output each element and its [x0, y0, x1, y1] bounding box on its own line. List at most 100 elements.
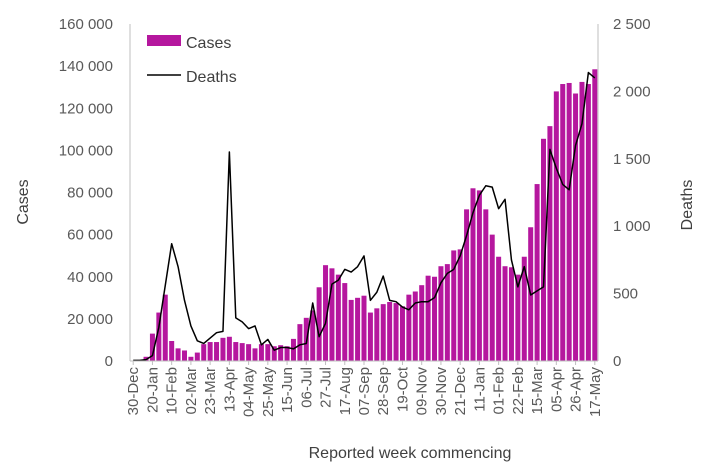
cases-bar — [541, 138, 547, 361]
cases-bar — [367, 312, 373, 361]
cases-bar — [284, 346, 290, 361]
y-left-tick-label: 80 000 — [67, 185, 113, 202]
cases-bar — [290, 338, 296, 361]
y-left-tick-label: 60 000 — [67, 227, 113, 244]
cases-bar — [406, 294, 412, 361]
cases-bar — [201, 344, 207, 361]
legend-cases-label: Cases — [186, 35, 231, 52]
cases-bar — [194, 352, 200, 361]
cases-bar — [412, 291, 418, 361]
cases-bar — [278, 345, 284, 361]
x-tick-label: 19-Oct — [394, 366, 411, 412]
cases-bar — [432, 276, 438, 361]
cases-bar — [566, 82, 572, 361]
x-tick-label: 20-Jan — [144, 367, 161, 413]
cases-bar — [342, 283, 348, 361]
cases-bar — [220, 337, 226, 361]
y-left-tick-label: 40 000 — [67, 269, 113, 286]
cases-bar — [585, 84, 591, 361]
x-tick-label: 11-Jan — [471, 367, 488, 412]
right-axis: 0 500 1 000 1 500 2 000 2 500 — [613, 16, 651, 370]
cases-bar — [265, 344, 271, 361]
cases-bar — [239, 343, 245, 361]
cases-bar — [380, 304, 386, 361]
cases-bar — [226, 336, 232, 361]
cases-bar — [508, 267, 514, 361]
cases-bar — [592, 69, 598, 362]
cases-bar — [374, 308, 380, 361]
cases-bar — [252, 348, 258, 361]
cases-bar — [207, 342, 213, 361]
legend-deaths-label: Deaths — [186, 69, 237, 86]
cases-bars — [130, 69, 598, 362]
x-tick-label: 27-Jul — [318, 367, 335, 408]
x-tick-label: 23-Mar — [202, 367, 219, 415]
cases-bar — [425, 275, 431, 361]
cases-bar — [573, 93, 579, 361]
y-axis-right-title: Deaths — [679, 180, 696, 231]
cases-bar — [399, 306, 405, 361]
y-right-tick-label: 500 — [613, 286, 638, 303]
y-left-tick-label: 100 000 — [59, 142, 113, 159]
x-tick-label: 13-Apr — [221, 367, 238, 412]
x-axis-ticks: 30-Dec 20-Jan 10-Feb 02-Mar 23-Mar 13-Apr 04-M… — [125, 361, 604, 417]
cases-bar — [489, 234, 495, 361]
x-tick-label: 26-Apr — [568, 367, 585, 412]
x-tick-label: 28-Sep — [375, 367, 392, 415]
x-tick-label: 15-Jun — [279, 367, 296, 413]
cases-bar — [502, 266, 508, 361]
cases-bar — [246, 344, 252, 361]
cases-bar — [323, 265, 329, 361]
cases-bar — [335, 274, 341, 361]
x-tick-label: 30-Nov — [433, 367, 450, 416]
deaths-line — [133, 71, 596, 362]
cases-bar — [579, 81, 585, 361]
y-left-tick-label: 0 — [105, 353, 113, 370]
cases-bar — [181, 350, 187, 361]
x-tick-label: 06-Jul — [298, 367, 315, 408]
cases-bar — [515, 274, 521, 361]
x-tick-label: 17-May — [587, 367, 604, 418]
cases-bar — [470, 188, 476, 361]
x-tick-label: 09-Nov — [414, 367, 431, 416]
cases-bar — [419, 285, 425, 361]
cases-bar — [361, 295, 367, 361]
cases-bar — [483, 209, 489, 361]
x-tick-label: 22-Feb — [510, 367, 527, 415]
cases-bar — [258, 344, 264, 361]
cases-bar — [329, 268, 335, 361]
cases-bar — [387, 302, 393, 361]
y-right-tick-label: 0 — [613, 353, 621, 370]
y-right-tick-label: 1 500 — [613, 151, 651, 168]
x-tick-label: 30-Dec — [125, 367, 142, 416]
cases-bar — [162, 294, 168, 361]
cases-bar — [214, 342, 220, 361]
cases-bar — [310, 310, 316, 361]
x-tick-label: 25-May — [260, 367, 277, 418]
cases-bar — [175, 348, 181, 361]
y-left-tick-label: 20 000 — [67, 311, 113, 328]
cases-bar — [534, 184, 540, 361]
cases-bar — [316, 287, 322, 361]
cases-bar — [476, 190, 482, 361]
legend-cases-swatch — [147, 35, 181, 46]
cases-bar — [521, 256, 527, 361]
x-tick-label: 21-Dec — [452, 367, 469, 416]
cases-bar — [553, 91, 559, 362]
cases-bar — [393, 303, 399, 361]
y-left-tick-label: 140 000 — [59, 58, 113, 75]
cases-bar — [451, 250, 457, 361]
cases-bar — [297, 324, 303, 361]
cases-bar — [271, 346, 277, 361]
x-tick-label: 15-Mar — [529, 367, 546, 415]
cases-bar — [438, 266, 444, 361]
cases-bar — [233, 342, 239, 361]
x-tick-label: 04-May — [241, 367, 258, 418]
cases-bar — [149, 333, 155, 361]
y-axis-left-title: Cases — [15, 179, 32, 224]
y-right-tick-label: 1 000 — [613, 218, 651, 235]
cases-bar — [444, 264, 450, 361]
y-right-tick-label: 2 500 — [613, 16, 651, 33]
cases-bar — [560, 84, 566, 361]
